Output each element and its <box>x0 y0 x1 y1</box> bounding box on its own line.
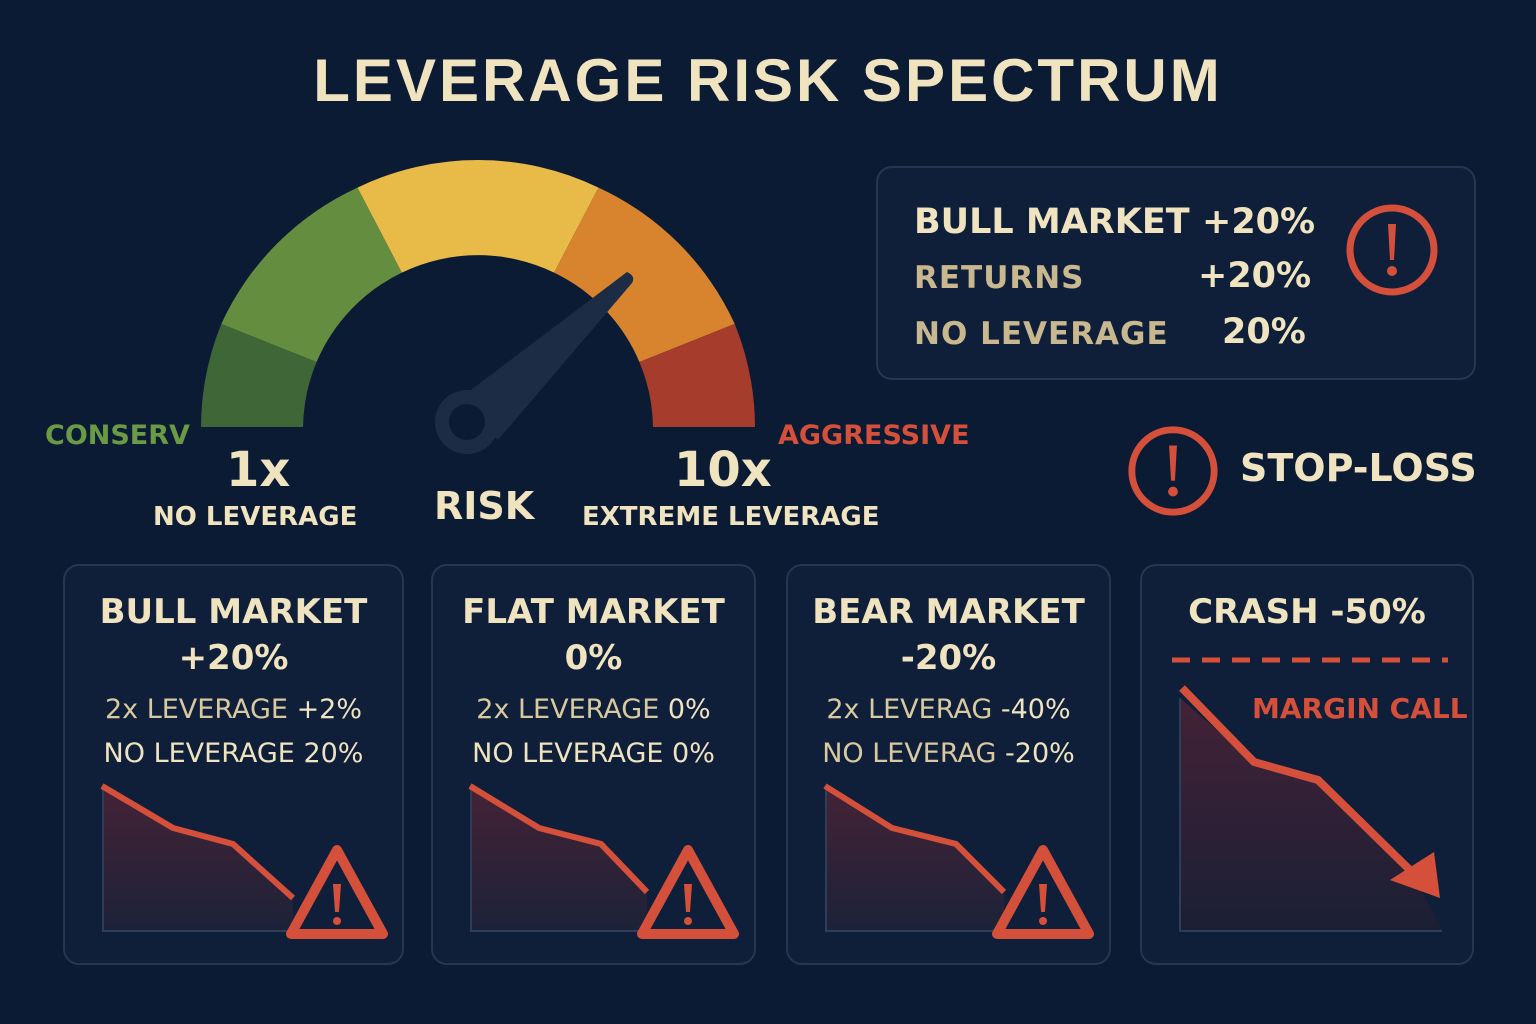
scenario-change: +20% <box>178 638 289 678</box>
line-value: +2% <box>296 694 363 725</box>
scenario-line: NO LEVERAGE 20% <box>65 738 402 769</box>
summary-row-label: NO LEVERAGE <box>914 316 1169 352</box>
margin-call-label: MARGIN CALL <box>1252 692 1468 725</box>
page-title: LEVERAGE RISK SPECTRUM <box>313 47 1223 114</box>
gauge-min-value: 1x <box>226 442 291 498</box>
scenario-line: NO LEVERAGE 0% <box>433 738 754 769</box>
line-value: -20% <box>1005 738 1075 769</box>
summary-row-value: +20% <box>1198 256 1312 296</box>
warning-triangle-icon <box>286 845 388 939</box>
decline-chart <box>468 783 739 939</box>
risk-gauge <box>201 160 755 454</box>
summary-row-value: +20% <box>1202 202 1316 242</box>
scenario-line: 2x LEVERAG -40% <box>788 694 1109 725</box>
scenario-title: BEAR MARKET <box>812 592 1085 632</box>
decline-chart <box>823 783 1094 939</box>
summary-row-label: BULL MARKET <box>914 202 1190 242</box>
decline-chart <box>100 783 388 939</box>
scenario-card-bull: BULL MARKET +20% 2x LEVERAGE +2% NO LEVE… <box>63 564 404 965</box>
scenario-title: FLAT MARKET <box>462 592 725 632</box>
aggressive-label: AGGRESSIVE <box>778 420 970 451</box>
alert-circle-icon <box>1346 204 1438 296</box>
crash-chart <box>1172 657 1448 932</box>
alert-circle-icon <box>1128 426 1218 516</box>
line-value: -40% <box>1000 694 1071 725</box>
gauge-segments <box>201 160 755 427</box>
summary-row-label: RETURNS <box>914 260 1085 296</box>
scenario-line: 2x LEVERAGE +2% <box>65 694 402 725</box>
scenario-change: 0% <box>564 638 623 678</box>
down-arrow-icon <box>1390 852 1440 898</box>
scenario-line: NO LEVERAG -20% <box>788 738 1109 769</box>
conservative-label: CONSERV <box>45 420 190 451</box>
line-label: 2x LEVERAG <box>826 694 993 725</box>
scenario-title: CRASH -50% <box>1188 592 1426 632</box>
scenario-title: BULL MARKET <box>99 592 368 632</box>
line-value: 0% <box>667 694 711 725</box>
line-label: 2x LEVERAGE <box>476 694 660 725</box>
scenario-change: -20% <box>900 638 997 678</box>
summary-card: BULL MARKET +20% RETURNS +20% NO LEVERAG… <box>876 166 1476 380</box>
scenario-card-crash: CRASH -50% MARGIN CALL <box>1140 564 1474 965</box>
gauge-center-label: RISK <box>434 484 535 528</box>
scenario-line: 2x LEVERAGE 0% <box>433 694 754 725</box>
gauge-max-caption: EXTREME LEVERAGE <box>582 502 880 532</box>
gauge-max-value: 10x <box>674 442 772 498</box>
warning-triangle-icon <box>637 845 739 939</box>
gauge-min-caption: NO LEVERAGE <box>153 502 358 532</box>
line-value: 0% <box>672 738 715 769</box>
line-label: NO LEVERAG <box>822 738 997 769</box>
scenario-card-bear: BEAR MARKET -20% 2x LEVERAG -40% NO LEVE… <box>786 564 1111 965</box>
warning-triangle-icon <box>992 845 1094 939</box>
stop-loss-label: STOP-LOSS <box>1240 446 1477 490</box>
line-label: 2x LEVERAGE <box>104 694 288 725</box>
line-label: NO LEVERAGE <box>103 738 295 769</box>
scenario-card-flat: FLAT MARKET 0% 2x LEVERAGE 0% NO LEVERAG… <box>431 564 756 965</box>
summary-row-value: 20% <box>1222 312 1306 352</box>
line-value: 20% <box>303 738 364 769</box>
line-label: NO LEVERAGE <box>472 738 664 769</box>
gauge-needle <box>435 272 634 454</box>
